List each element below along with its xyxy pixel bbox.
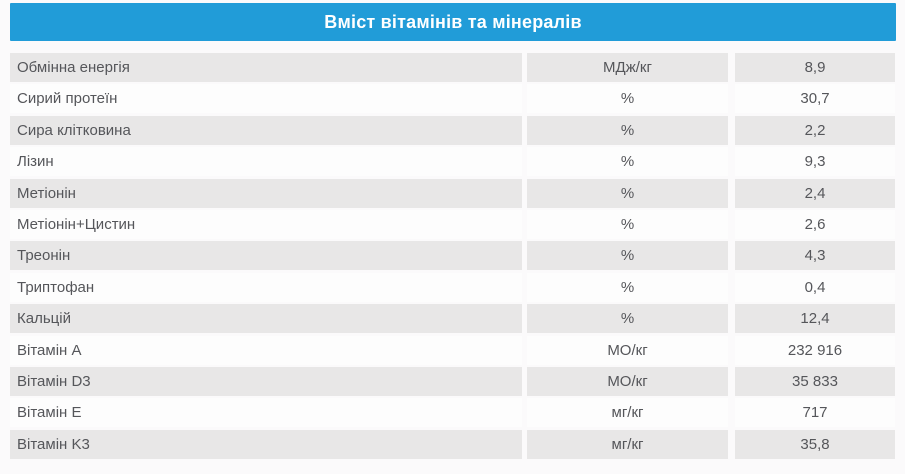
table-row: Лізин % 9,3 (10, 147, 896, 177)
unit-cell: % (527, 241, 728, 271)
parameter-cell: Кальцій (10, 304, 522, 334)
unit-cell: % (527, 84, 728, 114)
value-cell: 2,2 (735, 115, 895, 145)
parameter-cell: Вітамін A (10, 335, 522, 365)
parameter-cell: Обмінна енергія (10, 53, 522, 82)
value-cell: 0,4 (735, 272, 895, 302)
unit-cell: % (527, 115, 728, 145)
value-cell: 12,4 (735, 304, 895, 334)
unit-cell: мг/кг (527, 429, 728, 459)
unit-cell: % (527, 209, 728, 239)
table-row: Вітамін A МО/кг 232 916 (10, 335, 896, 365)
nutrition-table: Обмінна енергія МДж/кг 8,9 Сирий протеїн… (10, 53, 896, 459)
parameter-cell: Метіонін+Цистин (10, 209, 522, 239)
table-row: Вітамін E мг/кг 717 (10, 398, 896, 428)
table-row: Метіонін+Цистин % 2,6 (10, 209, 896, 239)
parameter-cell: Треонін (10, 241, 522, 271)
table-row: Обмінна енергія МДж/кг 8,9 (10, 53, 896, 82)
unit-cell: МДж/кг (527, 53, 728, 82)
unit-cell: МО/кг (527, 335, 728, 365)
table-row: Триптофан % 0,4 (10, 272, 896, 302)
parameter-cell: Сира клітковина (10, 115, 522, 145)
table-row: Метіонін % 2,4 (10, 178, 896, 208)
table-row: Треонін % 4,3 (10, 241, 896, 271)
unit-cell: % (527, 147, 728, 177)
table-row: Вітамін D3 МО/кг 35 833 (10, 366, 896, 396)
parameter-cell: Вітамін D3 (10, 366, 522, 396)
unit-cell: % (527, 272, 728, 302)
parameter-cell: Вітамін K3 (10, 429, 522, 459)
value-cell: 717 (735, 398, 895, 428)
table-row: Вітамін K3 мг/кг 35,8 (10, 429, 896, 459)
unit-cell: МО/кг (527, 366, 728, 396)
parameter-cell: Триптофан (10, 272, 522, 302)
value-cell: 35,8 (735, 429, 895, 459)
value-cell: 35 833 (735, 366, 895, 396)
unit-cell: мг/кг (527, 398, 728, 428)
parameter-cell: Лізин (10, 147, 522, 177)
value-cell: 2,6 (735, 209, 895, 239)
parameter-cell: Метіонін (10, 178, 522, 208)
value-cell: 232 916 (735, 335, 895, 365)
table-row: Кальцій % 12,4 (10, 304, 896, 334)
value-cell: 8,9 (735, 53, 895, 82)
table-title-bar: Вміст вітамінів та мінералів (10, 3, 896, 41)
table-title: Вміст вітамінів та мінералів (324, 11, 582, 32)
value-cell: 9,3 (735, 147, 895, 177)
value-cell: 30,7 (735, 84, 895, 114)
table-row: Сира клітковина % 2,2 (10, 115, 896, 145)
table-row: Сирий протеїн % 30,7 (10, 84, 896, 114)
unit-cell: % (527, 178, 728, 208)
parameter-cell: Сирий протеїн (10, 84, 522, 114)
value-cell: 4,3 (735, 241, 895, 271)
value-cell: 2,4 (735, 178, 895, 208)
parameter-cell: Вітамін E (10, 398, 522, 428)
unit-cell: % (527, 304, 728, 334)
